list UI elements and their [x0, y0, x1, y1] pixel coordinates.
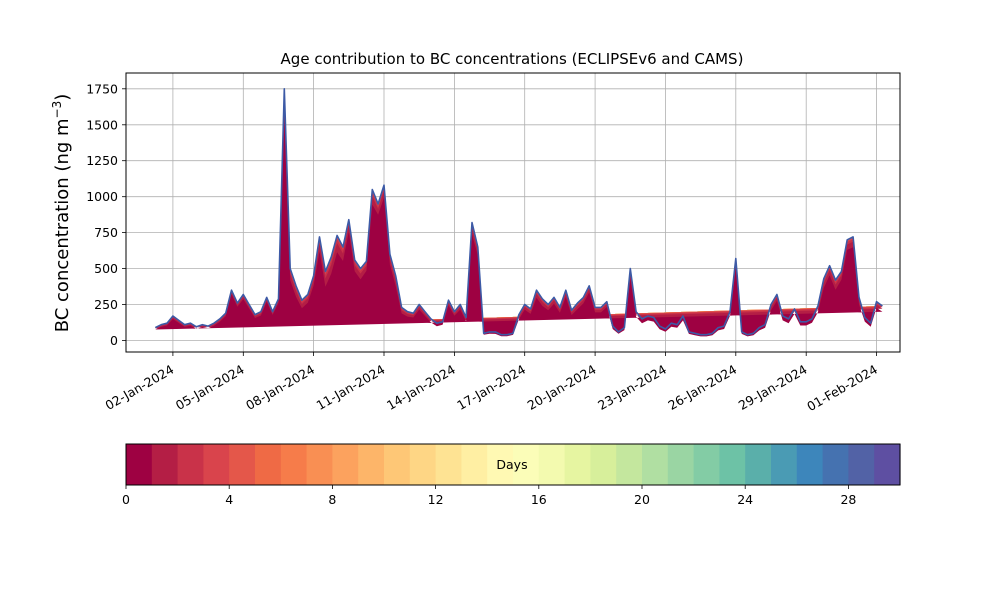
colorbar-tick-label: 24: [737, 492, 753, 507]
y-tick-label: 1750: [86, 81, 118, 96]
y-tick-label: 1250: [86, 153, 118, 168]
y-tick-label: 750: [94, 225, 118, 240]
chart-title: Age contribution to BC concentrations (E…: [281, 50, 744, 68]
x-tick-label: 02-Jan-2024: [102, 362, 176, 413]
colorbar-tick-label: 8: [328, 492, 336, 507]
colorbar-segment: [177, 444, 204, 485]
x-tick-label: 08-Jan-2024: [243, 362, 317, 413]
colorbar-tick-label: 4: [225, 492, 233, 507]
colorbar-segment: [126, 444, 153, 485]
y-tick-label: 1000: [86, 189, 118, 204]
colorbar-segment: [693, 444, 720, 485]
y-tick-label: 250: [94, 297, 118, 312]
y-axis-label-close: ): [52, 94, 73, 101]
colorbar-tick-label: 12: [428, 492, 444, 507]
x-tick-label: 23-Jan-2024: [595, 362, 669, 413]
x-tick-label: 29-Jan-2024: [736, 362, 810, 413]
age-band-0: [155, 119, 883, 337]
total-line: [154, 88, 883, 336]
colorbar-segment: [538, 444, 566, 485]
y-tick-label: 1500: [86, 117, 118, 132]
colorbar-segment: [590, 444, 617, 485]
y-axis-label: BC concentration (ng m−3): [50, 94, 73, 333]
colorbar-segment: [822, 444, 849, 485]
y-tick-label: 0: [110, 333, 118, 348]
x-axis-ticks: 02-Jan-202405-Jan-202408-Jan-202411-Jan-…: [102, 352, 880, 414]
age-area-layers: [155, 88, 883, 337]
colorbar-segment: [745, 444, 772, 485]
colorbar-segment: [151, 444, 179, 485]
x-tick-label: 11-Jan-2024: [314, 362, 388, 413]
colorbar-frame: [125, 443, 901, 486]
colorbar-tick-label: 0: [122, 492, 130, 507]
colorbar-label: Days: [496, 457, 527, 472]
colorbar-segment: [203, 444, 230, 485]
colorbar-segment: [874, 444, 901, 485]
colorbar-segments: [126, 444, 901, 485]
x-tick-label: 26-Jan-2024: [665, 362, 739, 413]
colorbar-tick-label: 28: [840, 492, 856, 507]
colorbar-segment: [796, 444, 824, 485]
colorbar-segment: [487, 444, 514, 485]
x-tick-label: 17-Jan-2024: [454, 362, 528, 413]
colorbar-segment: [667, 444, 695, 485]
colorbar-segment: [719, 444, 746, 485]
colorbar-segment: [306, 444, 333, 485]
colorbar: Days 0 4 8 12 16 20 24 28: [122, 443, 901, 507]
y-axis-label-main: BC concentration (ng m: [52, 118, 73, 332]
plot-area: [125, 72, 901, 353]
colorbar-segment: [280, 444, 308, 485]
colorbar-tick-label: 20: [634, 492, 650, 507]
colorbar-segment: [332, 444, 359, 485]
y-axis-ticks: 0 250 500 750 1000 1250 1500 1750: [86, 81, 126, 348]
y-tick-label: 500: [94, 261, 118, 276]
colorbar-segment: [384, 444, 411, 485]
colorbar-segment: [513, 444, 540, 485]
colorbar-segment: [358, 444, 385, 485]
y-axis-label-exponent: −3: [50, 101, 64, 119]
colorbar-segment: [771, 444, 798, 485]
colorbar-segment: [564, 444, 591, 485]
colorbar-ticks: 0 4 8 12 16 20 24 28: [122, 485, 856, 507]
colorbar-segment: [229, 444, 256, 485]
colorbar-segment: [409, 444, 437, 485]
plot-frame: [125, 72, 901, 353]
colorbar-segment: [255, 444, 282, 485]
colorbar-segment: [848, 444, 875, 485]
x-tick-label: 20-Jan-2024: [525, 362, 599, 413]
colorbar-segment: [461, 444, 488, 485]
x-tick-label: 05-Jan-2024: [173, 362, 247, 413]
x-tick-label: 14-Jan-2024: [384, 362, 458, 413]
total-concentration-line: [154, 88, 883, 336]
colorbar-segment: [642, 444, 669, 485]
colorbar-segment: [435, 444, 462, 485]
x-tick-label: 01-Feb-2024: [804, 362, 880, 414]
colorbar-tick-label: 16: [531, 492, 547, 507]
colorbar-segment: [616, 444, 643, 485]
